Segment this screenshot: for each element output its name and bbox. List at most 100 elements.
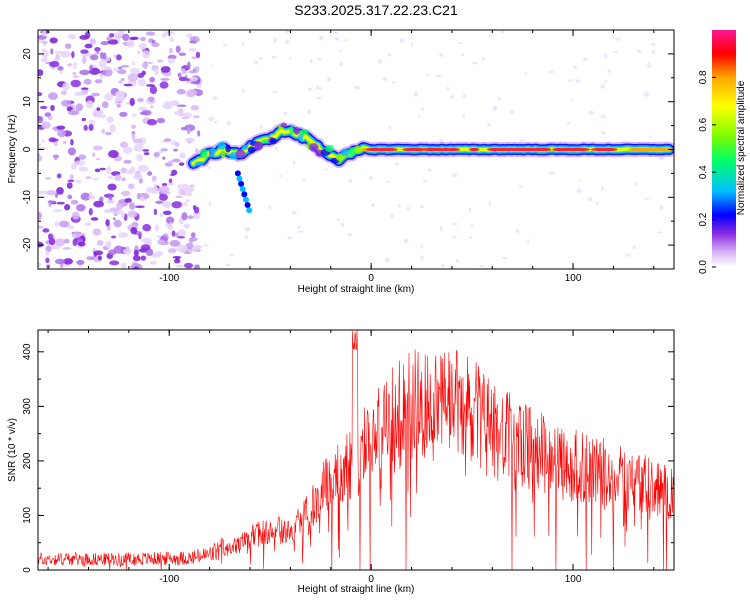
faint-speck xyxy=(435,74,442,78)
faint-speck xyxy=(348,178,353,184)
noise-speck xyxy=(99,167,106,171)
noise-speck xyxy=(142,50,150,59)
noise-speck xyxy=(188,70,195,74)
faint-speck xyxy=(456,258,459,263)
noise-speck xyxy=(118,200,125,204)
noise-speck xyxy=(105,200,115,204)
noise-speck xyxy=(129,202,136,210)
noise-speck xyxy=(83,124,88,131)
noise-speck xyxy=(62,82,70,91)
faint-speck xyxy=(501,30,505,34)
noise-speck xyxy=(49,60,60,68)
faint-speck xyxy=(274,146,279,150)
noise-speck xyxy=(41,49,49,58)
noise-speck xyxy=(74,91,84,97)
faint-speck xyxy=(385,180,390,183)
ridge-blob xyxy=(289,125,294,135)
noise-speck xyxy=(157,239,166,245)
faint-speck xyxy=(567,79,574,82)
faint-speck xyxy=(288,56,292,60)
noise-speck xyxy=(106,116,114,123)
ridge-blob xyxy=(194,161,204,166)
noise-speck xyxy=(186,89,198,96)
noise-speck xyxy=(81,117,87,122)
noise-speck xyxy=(79,69,90,76)
noise-speck xyxy=(56,125,66,130)
noise-speck xyxy=(175,45,181,53)
ridge-hot-spot xyxy=(468,147,480,152)
faint-speck xyxy=(462,94,467,99)
noise-speck xyxy=(67,33,76,40)
noise-speck xyxy=(133,138,143,144)
noise-speck xyxy=(38,143,42,146)
faint-speck xyxy=(519,139,525,142)
faint-speck xyxy=(273,37,277,43)
noise-speck xyxy=(145,84,156,87)
noise-speck xyxy=(52,209,63,213)
faint-speck xyxy=(271,55,277,59)
noise-speck xyxy=(38,92,43,97)
noise-speck xyxy=(45,245,52,253)
noise-speck xyxy=(186,33,193,39)
noise-speck xyxy=(118,232,129,238)
noise-speck xyxy=(134,205,145,209)
noise-speck xyxy=(92,145,103,151)
noise-speck xyxy=(116,201,124,211)
noise-speck xyxy=(69,174,75,180)
noise-speck xyxy=(136,192,141,200)
x-tick-label: -100 xyxy=(159,273,179,284)
noise-speck xyxy=(97,114,107,119)
ridge-arm-blob xyxy=(238,180,245,187)
noise-speck xyxy=(76,259,85,265)
noise-speck xyxy=(42,40,48,44)
x-tick-label: 0 xyxy=(368,273,374,284)
noise-speck xyxy=(129,97,135,107)
noise-speck xyxy=(109,207,120,212)
noise-speck xyxy=(68,110,80,116)
noise-speck xyxy=(67,179,75,183)
noise-speck xyxy=(189,184,195,188)
noise-speck xyxy=(84,31,91,39)
noise-speck xyxy=(60,90,67,95)
noise-speck xyxy=(189,40,197,44)
faint-speck xyxy=(439,138,444,144)
y-tick-label: 0 xyxy=(22,146,33,152)
noise-speck xyxy=(71,231,82,239)
noise-speck xyxy=(42,228,50,233)
noise-speck xyxy=(156,117,166,124)
x-tick-label: 0 xyxy=(368,574,374,585)
noise-speck xyxy=(94,46,101,52)
faint-speck xyxy=(214,120,218,124)
noise-speck xyxy=(120,262,127,269)
faint-speck xyxy=(461,53,465,57)
noise-speck xyxy=(121,190,131,197)
noise-speck xyxy=(170,101,180,106)
faint-speck xyxy=(576,188,582,194)
noise-speck xyxy=(167,248,177,254)
ridge-hot-spot xyxy=(569,147,591,152)
ridge-arm-blob xyxy=(246,207,253,214)
noise-speck xyxy=(89,54,99,61)
faint-speck xyxy=(391,81,397,84)
noise-speck xyxy=(117,69,127,75)
noise-speck xyxy=(188,47,197,52)
noise-speck xyxy=(38,69,44,77)
noise-speck xyxy=(45,189,57,196)
noise-speck xyxy=(39,105,48,110)
noise-speck xyxy=(100,40,110,46)
noise-speck xyxy=(190,232,196,238)
faint-speck xyxy=(310,59,313,64)
faint-speck xyxy=(451,236,457,239)
figure-title: S233.2025.317.22.23.C21 xyxy=(294,2,458,18)
noise-speck xyxy=(189,76,199,82)
noise-speck xyxy=(72,75,80,78)
noise-speck xyxy=(92,228,102,236)
noise-speck xyxy=(55,238,66,247)
ridge-blob xyxy=(253,141,264,151)
noise-speck xyxy=(71,51,75,59)
noise-speck xyxy=(189,185,195,193)
colorbar-gradient xyxy=(712,30,736,267)
noise-speck xyxy=(192,245,201,253)
faint-speck xyxy=(354,86,361,90)
noise-speck xyxy=(38,225,44,229)
